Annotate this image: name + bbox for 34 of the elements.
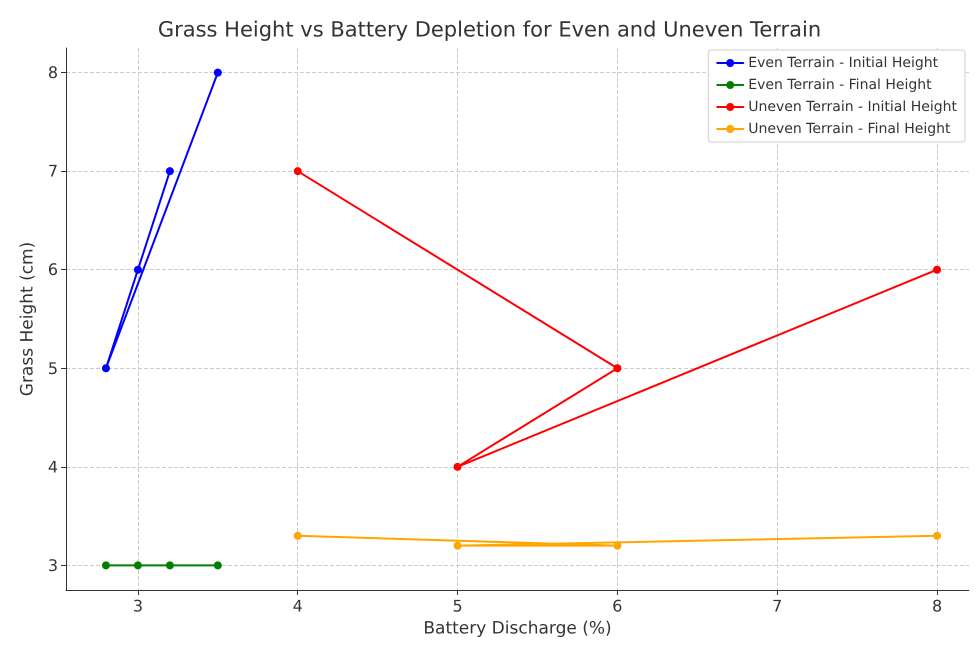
x-axis-title: Battery Discharge (%)	[423, 618, 612, 638]
y-tick-label: 6	[48, 260, 58, 280]
x-tick-label: 4	[292, 596, 303, 616]
legend-label: Even Terrain - Initial Height	[748, 55, 939, 71]
point	[102, 364, 110, 372]
legend-label: Even Terrain - Final Height	[748, 77, 932, 93]
point	[134, 561, 142, 570]
point	[454, 462, 462, 471]
x-tick-label: 6	[612, 596, 622, 616]
x-tick-label: 7	[772, 596, 782, 616]
point	[294, 167, 302, 176]
point	[102, 561, 110, 570]
x-tick-label: 5	[452, 596, 463, 616]
point	[933, 266, 942, 274]
legend-label: Uneven Terrain - Initial Height	[748, 99, 958, 115]
point	[454, 542, 462, 550]
legend-label: Uneven Terrain - Final Height	[748, 121, 952, 137]
y-tick-label: 7	[48, 162, 58, 181]
chart-title: Grass Height vs Battery Depletion for Even and Uneven Terrain	[158, 18, 822, 42]
point	[294, 532, 302, 540]
y-axis-title: Grass Height (cm)	[18, 242, 38, 396]
point	[134, 266, 142, 274]
x-tick-label: 3	[132, 596, 144, 616]
x-tick-label: 8	[932, 596, 942, 616]
point	[214, 561, 222, 570]
y-tick-label: 8	[48, 63, 58, 82]
y-tick-label: 3	[48, 556, 58, 575]
y-tick-label: 4	[48, 457, 58, 476]
point	[166, 167, 174, 176]
y-tick-label: 5	[48, 358, 58, 378]
point	[613, 364, 622, 372]
point	[214, 68, 222, 77]
point	[166, 561, 174, 570]
point	[933, 532, 942, 540]
